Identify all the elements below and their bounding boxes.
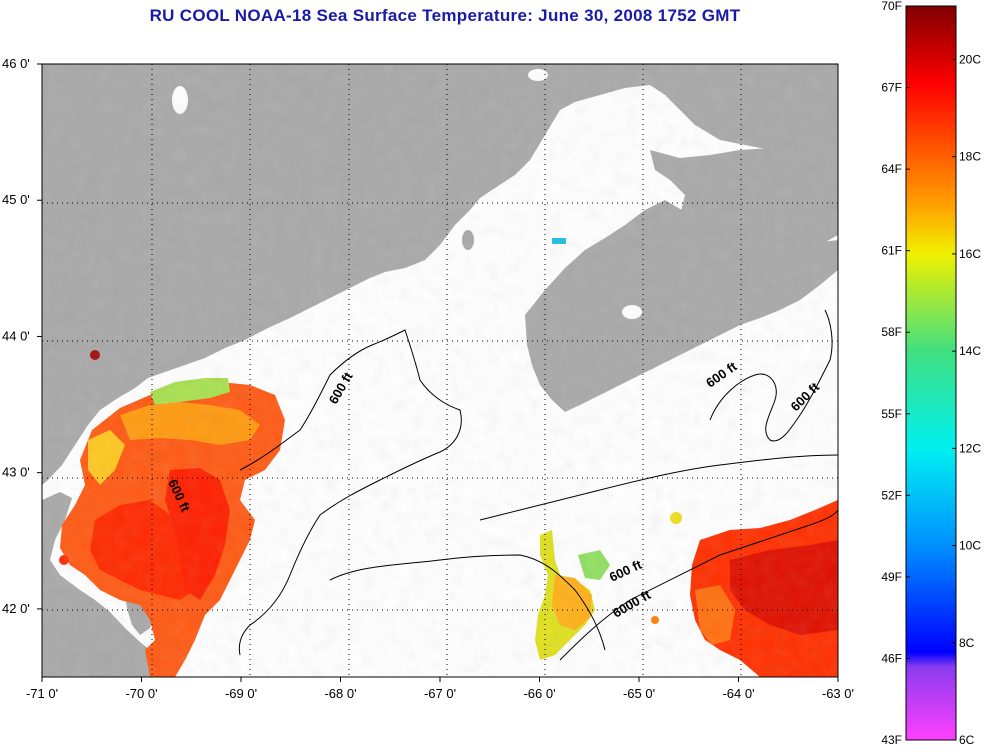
contour-6000ft [559,509,838,661]
contour-600ft-scotian [709,309,833,442]
longitude-tick-label: -65 0' [623,686,655,701]
colorbar-fahrenheit-label: 55F [881,407,902,421]
longitude-tick-label: -67 0' [424,686,456,701]
contour-shelf-edge [479,454,838,521]
contour-600ft-gulf-of-maine [238,329,462,656]
contour-600ft-georges [329,554,606,651]
colorbar-celsius-labels: 20C 18C 16C 14C 12C 10C 8C 6C [952,52,981,747]
latitude-tick-label: 44 0' [2,328,30,343]
longitude-tick-label: -68 0' [324,686,356,701]
colorbar-fahrenheit-label: 67F [881,81,902,95]
latitude-tick-label: 46 0' [2,56,30,71]
map-grid [42,64,838,677]
colorbar-celsius-label: 8C [959,636,975,650]
latitude-tick-label: 42 0' [2,601,30,616]
colorbar-fahrenheit-label: 58F [881,325,902,339]
colorbar-fahrenheit-label: 70F [881,0,902,13]
longitude-tick-label: -66 0' [523,686,555,701]
colorbar-fahrenheit-label: 49F [881,570,902,584]
colorbar-celsius-label: 6C [959,733,975,747]
texture-overlay [42,64,838,677]
longitude-tick-label: -64 0' [722,686,754,701]
temperature-colorbar: 70F 67F 64F 61F 58F 55F 52F 49F 46F 43F 20C 18C 16C… [881,0,981,747]
longitude-tick-label: -70 0' [125,686,157,701]
colorbar-fahrenheit-labels: 70F 67F 64F 61F 58F 55F 52F 49F 46F 43F [881,0,910,747]
latitude-tick-label: 43 0' [2,465,30,480]
colorbar-celsius-label: 16C [959,247,981,261]
map-title: RU COOL NOAA-18 Sea Surface Temperature:… [149,6,741,25]
sea-surface-temperature-map: 600 ft 600 ft 600 ft 600 ft 600 ft 6000 … [2,56,854,701]
latitude-tick-label: 45 0' [2,192,30,207]
latitude-axis: 46 0' 45 0' 44 0' 43 0' 42 0' [2,56,42,616]
colorbar-celsius-label: 20C [959,52,981,66]
colorbar-celsius-label: 12C [959,441,981,455]
longitude-tick-label: -63 0' [822,686,854,701]
colorbar-fahrenheit-label: 64F [881,162,902,176]
longitude-axis: -71 0' -70 0' -69 0' -68 0' -67 0' -66 0' -65 … [26,677,854,701]
colorbar-fahrenheit-label: 52F [881,488,902,502]
colorbar-celsius-label: 10C [959,539,981,553]
colorbar-fahrenheit-label: 61F [881,244,902,258]
longitude-tick-label: -69 0' [225,686,257,701]
colorbar-gradient [905,5,957,741]
colorbar-fahrenheit-label: 46F [881,651,902,665]
colorbar-celsius-label: 14C [959,344,981,358]
colorbar-fahrenheit-label: 43F [881,733,902,747]
longitude-tick-label: -71 0' [26,686,58,701]
colorbar-celsius-label: 18C [959,150,981,164]
